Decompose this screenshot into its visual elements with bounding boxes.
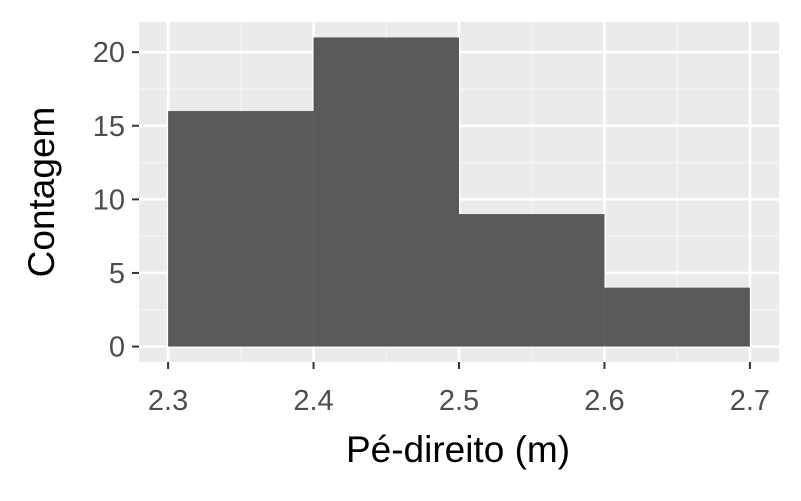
y-tick-label: 5 [109, 258, 125, 290]
histogram-bar [168, 111, 314, 347]
y-tick-label: 0 [109, 332, 125, 364]
x-tick-label: 2.5 [439, 385, 479, 417]
y-tick-label: 10 [93, 184, 125, 216]
y-tick-label: 15 [93, 111, 125, 143]
y-tick-label: 20 [93, 37, 125, 69]
tick-labels: 2.3 2.4 2.5 2.6 2.7 0 5 10 15 20 [93, 37, 770, 417]
histogram-bars [168, 37, 750, 347]
x-tick-label: 2.7 [730, 385, 770, 417]
x-tick-label: 2.6 [584, 385, 624, 417]
histogram-bar [459, 214, 605, 347]
x-axis-title: Pé-direito (m) [346, 429, 570, 470]
y-axis-title: Contagem [21, 107, 62, 278]
histogram-bar [604, 287, 750, 347]
x-tick-label: 2.3 [148, 385, 188, 417]
x-tick-label: 2.4 [293, 385, 333, 417]
histogram-bar [313, 37, 459, 347]
axis-ticks [132, 51, 751, 369]
